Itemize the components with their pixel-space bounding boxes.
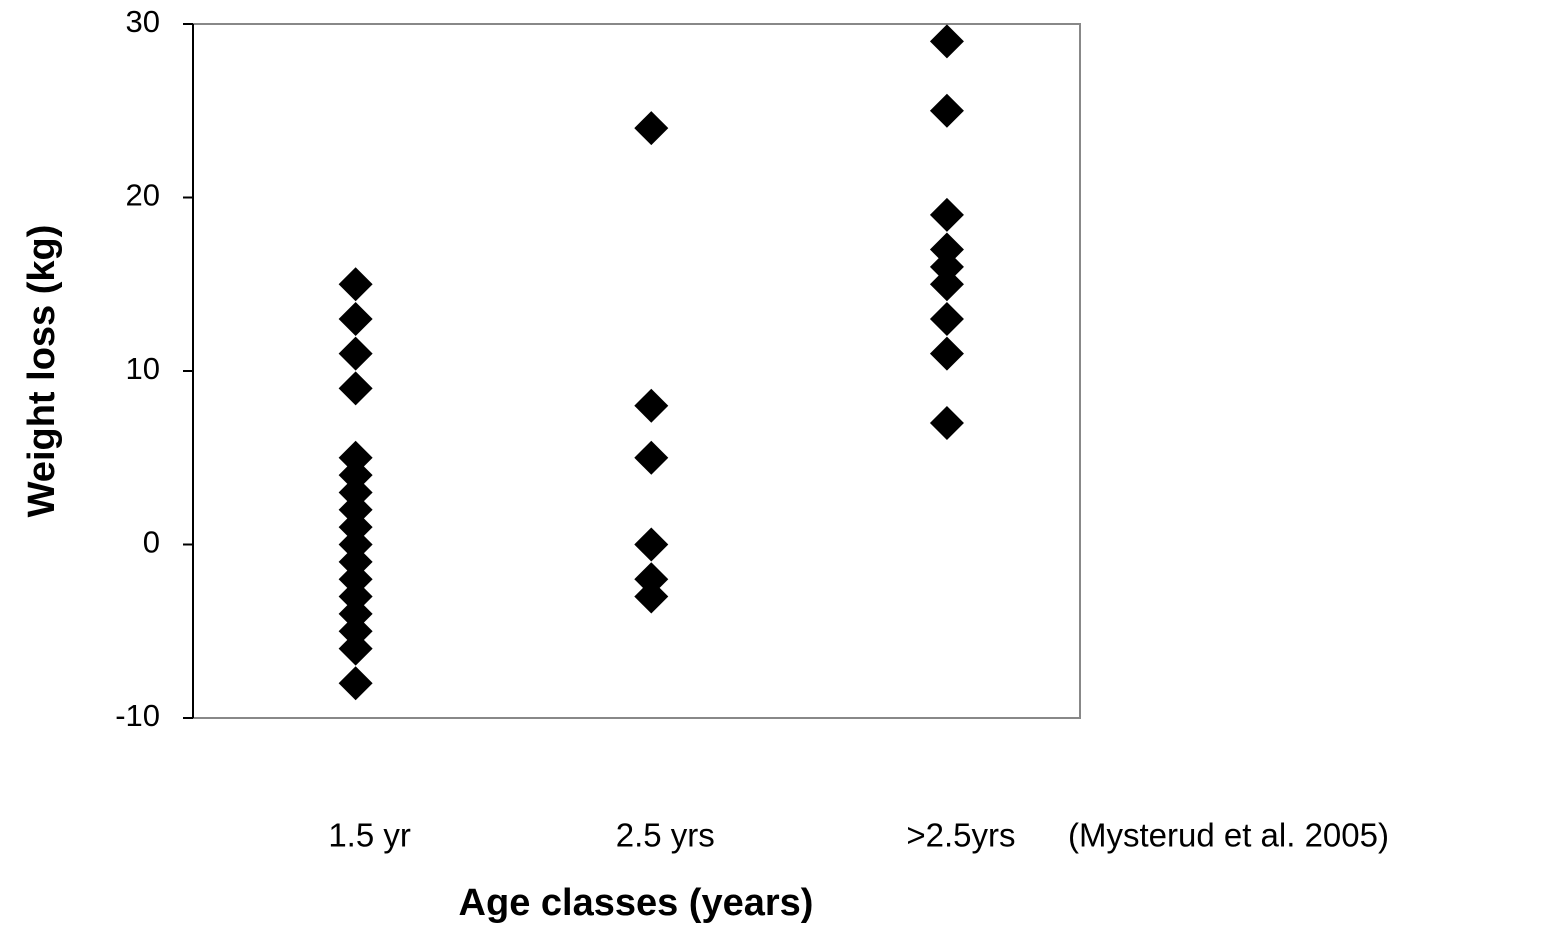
point: [338, 492, 373, 527]
point: [338, 301, 373, 336]
x-tick-label: 2.5 yrs: [616, 817, 715, 854]
point: [338, 336, 373, 371]
y-tick-label: 10: [126, 351, 160, 386]
point: [338, 631, 373, 666]
y-tick-label: 30: [126, 4, 160, 39]
point: [929, 406, 964, 441]
point: [929, 267, 964, 302]
y-tick-label: 20: [126, 178, 160, 213]
point: [338, 579, 373, 614]
y-tick-label: -10: [115, 698, 160, 733]
point: [338, 510, 373, 545]
point: [929, 336, 964, 371]
x-axis-title: Age classes (years): [459, 882, 814, 924]
point: [634, 440, 669, 475]
point: [338, 666, 373, 701]
point: [929, 197, 964, 232]
point: [338, 458, 373, 493]
point: [634, 388, 669, 423]
point: [929, 232, 964, 267]
annotation: (Mysterud et al. 2005): [1068, 817, 1389, 854]
point: [338, 371, 373, 406]
point: [338, 544, 373, 579]
point: [929, 93, 964, 128]
point: [338, 527, 373, 562]
point: [634, 527, 669, 562]
point: [338, 440, 373, 475]
point: [338, 475, 373, 510]
point: [634, 579, 669, 614]
point: [634, 111, 669, 146]
point: [634, 562, 669, 597]
point: [338, 562, 373, 597]
x-tick-label: 1.5 yr: [328, 817, 411, 854]
point: [338, 267, 373, 302]
x-tick-label: >2.5yrs: [906, 817, 1015, 854]
y-tick-label: 0: [143, 525, 160, 560]
point: [929, 24, 964, 59]
point: [338, 596, 373, 631]
point: [929, 301, 964, 336]
y-axis-title: Weight loss (kg): [21, 225, 63, 518]
point: [338, 614, 373, 649]
point: [929, 249, 964, 284]
